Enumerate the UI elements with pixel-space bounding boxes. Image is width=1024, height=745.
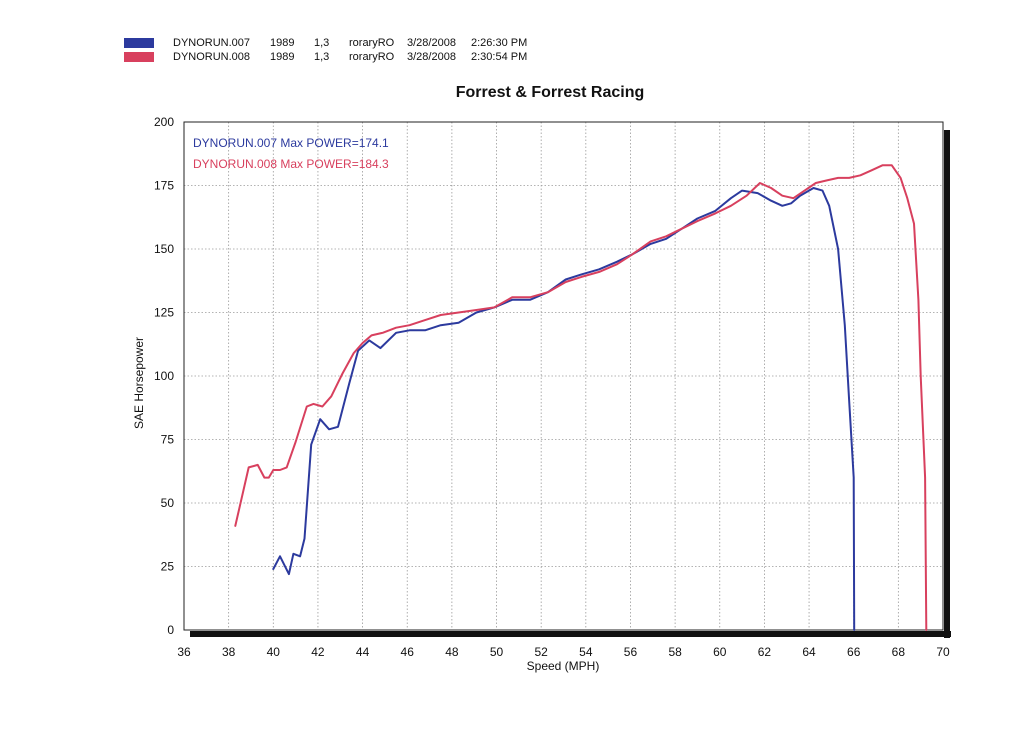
x-tick-label: 38 bbox=[222, 645, 236, 659]
x-axis-label: Speed (MPH) bbox=[527, 659, 600, 673]
legend-run-year: 1989 bbox=[270, 51, 295, 63]
x-tick-label: 52 bbox=[534, 645, 548, 659]
y-tick-label: 0 bbox=[167, 623, 174, 637]
x-tick-label: 50 bbox=[490, 645, 504, 659]
series-line-run-008 bbox=[234, 164, 928, 631]
y-axis-label: SAE Horsepower bbox=[132, 337, 146, 429]
x-tick-label: 62 bbox=[758, 645, 772, 659]
y-tick-label: 75 bbox=[161, 433, 175, 447]
max-power-annotation: DYNORUN.007 Max POWER=174.1 bbox=[193, 136, 389, 150]
tick-labels: 36 38 40 42 44 46 48 50 52 54 56 58 60 62 64 66 68 70 0 25 5… bbox=[154, 115, 950, 659]
max-power-annotations: DYNORUN.007 Max POWER=174.1 DYNORUN.008 M… bbox=[193, 136, 389, 171]
legend-run-version: 1,3 bbox=[314, 51, 330, 63]
legend-run-time: 2:26:30 PM bbox=[471, 37, 528, 49]
legend-swatch-run-007 bbox=[124, 38, 154, 48]
x-tick-label: 40 bbox=[267, 645, 281, 659]
y-tick-label: 50 bbox=[161, 496, 175, 510]
series-lines bbox=[234, 164, 928, 631]
x-tick-label: 42 bbox=[311, 645, 325, 659]
legend-run-time: 2:30:54 PM bbox=[471, 51, 528, 63]
x-tick-label: 54 bbox=[579, 645, 593, 659]
x-tick-label: 64 bbox=[802, 645, 816, 659]
series-line-run-007 bbox=[272, 187, 856, 631]
x-tick-label: 66 bbox=[847, 645, 861, 659]
legend-run-name: DYNORUN.007 bbox=[173, 37, 251, 49]
x-tick-label: 58 bbox=[668, 645, 682, 659]
x-tick-label: 44 bbox=[356, 645, 370, 659]
plot-bottom-shadow bbox=[190, 631, 951, 637]
x-tick-label: 60 bbox=[713, 645, 727, 659]
grid-lines bbox=[184, 122, 943, 630]
plot-border bbox=[183, 121, 944, 631]
chart-title: Forrest & Forrest Racing bbox=[455, 84, 645, 101]
x-tick-label: 36 bbox=[177, 645, 191, 659]
legend-run-version: 1,3 bbox=[314, 37, 330, 49]
legend-run-year: 1989 bbox=[270, 37, 295, 49]
plot-frame bbox=[183, 121, 951, 638]
x-tick-label: 56 bbox=[624, 645, 638, 659]
max-power-annotation: DYNORUN.008 Max POWER=184.3 bbox=[193, 157, 389, 171]
x-tick-label: 48 bbox=[445, 645, 459, 659]
legend-swatch-run-008 bbox=[124, 52, 154, 62]
x-tick-label: 46 bbox=[401, 645, 415, 659]
legend-run-date: 3/28/2008 bbox=[407, 51, 456, 63]
plot-right-shadow bbox=[944, 130, 950, 638]
x-tick-label: 68 bbox=[892, 645, 906, 659]
legend-run-user: roraryRO bbox=[349, 37, 395, 49]
y-tick-label: 125 bbox=[154, 306, 174, 320]
y-tick-label: 200 bbox=[154, 115, 174, 129]
legend-run-user: roraryRO bbox=[349, 51, 395, 63]
legend-run-name: DYNORUN.008 bbox=[173, 51, 251, 63]
legend-run-date: 3/28/2008 bbox=[407, 37, 456, 49]
x-tick-label: 70 bbox=[936, 645, 950, 659]
y-tick-label: 100 bbox=[154, 369, 174, 383]
y-tick-label: 175 bbox=[154, 179, 174, 193]
y-tick-label: 25 bbox=[161, 560, 175, 574]
y-tick-label: 150 bbox=[154, 242, 174, 256]
